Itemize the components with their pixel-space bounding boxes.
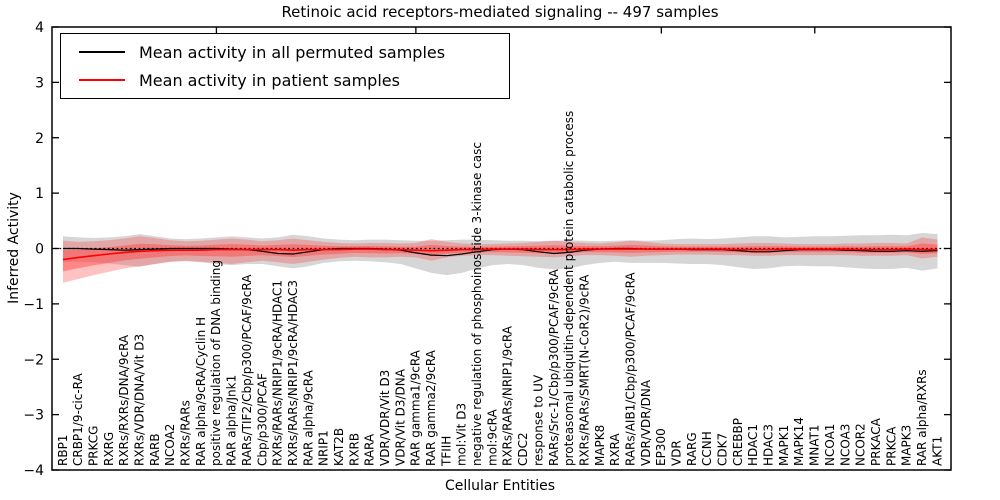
y-tick-label: −4 (23, 463, 44, 479)
legend-item: Mean activity in patient samples (73, 71, 497, 90)
x-tick-label: RXRA (608, 433, 622, 466)
x-tick-label: EP300 (654, 428, 668, 466)
x-tick-label: NCOA1 (823, 424, 837, 466)
x-tick-label: RXRs/RARs/NRIP1/9cRA/HDAC3 (286, 280, 300, 466)
y-tick-label: 2 (35, 131, 44, 147)
x-tick-label: MAPK3 (900, 425, 914, 466)
x-tick-label: VDR/VDR/DNA (639, 379, 653, 466)
x-tick-label: NRIP1 (317, 430, 331, 466)
x-tick-label: HDAC3 (762, 424, 776, 466)
legend-line-swatch-permuted (79, 51, 125, 53)
x-tick-label: mol:Vit D3 (455, 403, 469, 466)
permuted-range-band (63, 233, 938, 276)
x-tick-label: RXRs/RARs/SMRT(N-CoR2)/9cRA (577, 274, 591, 466)
legend-label: Mean activity in all permuted samples (139, 42, 446, 62)
x-tick-label: CCNH (700, 431, 714, 466)
x-tick-label: CREBBP (731, 418, 745, 466)
x-tick-label: NCOA3 (838, 424, 852, 466)
x-tick-label: KAT2B (332, 428, 346, 466)
x-tick-label: mol:9cRA (485, 409, 499, 466)
x-tick-label: RXRs/RARs/NRIP1/9cRA (501, 325, 515, 466)
legend-item: Mean activity in all permuted samples (73, 43, 497, 62)
x-tick-label: HDAC1 (746, 424, 760, 466)
patient-range-band-outer (63, 236, 938, 283)
x-tick-label: RAR alpha/Jnk1 (225, 375, 239, 466)
y-tick-label: 3 (35, 75, 44, 91)
x-tick-label: positive regulation of DNA binding (209, 260, 223, 466)
x-tick-label: TFIIH (439, 436, 453, 467)
x-tick-label: RXRs/RXRs/DNA/9cRA (117, 334, 131, 466)
x-tick-label: RARA (363, 433, 377, 466)
chart-title: Retinoic acid receptors-mediated signali… (281, 3, 719, 21)
x-tick-label: MNAT1 (808, 424, 822, 466)
x-tick-label: RXRB (347, 433, 361, 466)
x-tick-label: RBP1 (56, 435, 70, 466)
x-tick-label: MAPK14 (792, 417, 806, 466)
x-tick-label: RAR gamma2/9cRA (424, 349, 438, 466)
x-tick-label: RARG (685, 432, 699, 466)
patient-mean-line (62, 248, 938, 261)
y-tick-label: −2 (23, 352, 44, 368)
x-tick-label: RARs/Src-1/Cbp/p300/PCAF/9cRA (547, 268, 561, 466)
x-tick-label: RXRs/VDR/DNA/Vit D3 (133, 334, 147, 466)
legend-label: Mean activity in patient samples (139, 70, 400, 90)
x-tick-label: PRKCG (87, 426, 101, 466)
y-tick-label: −3 (23, 408, 44, 424)
x-tick-label: RARs/AIB1/Cbp/p300/PCAF/9cRA (623, 272, 637, 466)
x-tick-label: VDR/VDR/Vit D3 (378, 370, 392, 466)
x-tick-label: RXRs/RARs/NRIP1/9cRA/HDAC1 (271, 280, 285, 466)
x-tick-label: RAR alpha/9cRA/Cyclin H (194, 317, 208, 466)
x-tick-label: NCOA2 (163, 424, 177, 466)
x-tick-label: RAR alpha/9cRA (301, 369, 315, 466)
x-tick-label: RARs/TIF2/Cbp/p300/PCAF/9cRA (240, 274, 254, 466)
legend-line-swatch-patient (79, 79, 125, 81)
x-tick-label: MAPK8 (593, 425, 607, 466)
x-tick-label: VDR (670, 440, 684, 466)
y-tick-label: 4 (35, 20, 44, 36)
x-tick-label: Cbp/p300/PCAF (255, 373, 269, 466)
x-tick-label: CDK7 (716, 433, 730, 466)
y-axis-label: Inferred Activity (6, 192, 22, 304)
x-tick-label: negative regulation of phosphoinositide … (470, 142, 484, 466)
y-tick-label: 0 (35, 242, 44, 258)
x-tick-label: PRKACA (869, 417, 883, 466)
x-tick-label: MAPK1 (777, 425, 791, 466)
x-tick-label: RAR gamma1/9cRA (409, 349, 423, 466)
x-tick-label: RXRs/RARs (179, 400, 193, 466)
legend: Mean activity in all permuted samples Me… (60, 33, 510, 99)
x-tick-label: proteasomal ubiquitin-dependent protein … (562, 111, 576, 466)
x-tick-label: CRBP1/9-cic-RA (71, 372, 85, 466)
x-tick-label: NCOR2 (854, 423, 868, 466)
x-tick-label: RAR alpha/RXRs (915, 369, 929, 466)
x-tick-label: RXRG (102, 432, 116, 466)
x-tick-label: VDR/Vit D3/DNA (393, 368, 407, 466)
x-axis-label: Cellular Entities (444, 478, 556, 494)
y-tick-label: 1 (35, 186, 44, 202)
x-tick-label: PRKCA (884, 426, 898, 466)
x-tick-label: RARB (148, 433, 162, 466)
x-tick-label: CDC2 (516, 432, 530, 466)
x-tick-label: AKT1 (930, 436, 944, 466)
x-tick-label: response to UV (531, 374, 545, 466)
y-tick-label: −1 (23, 297, 44, 313)
